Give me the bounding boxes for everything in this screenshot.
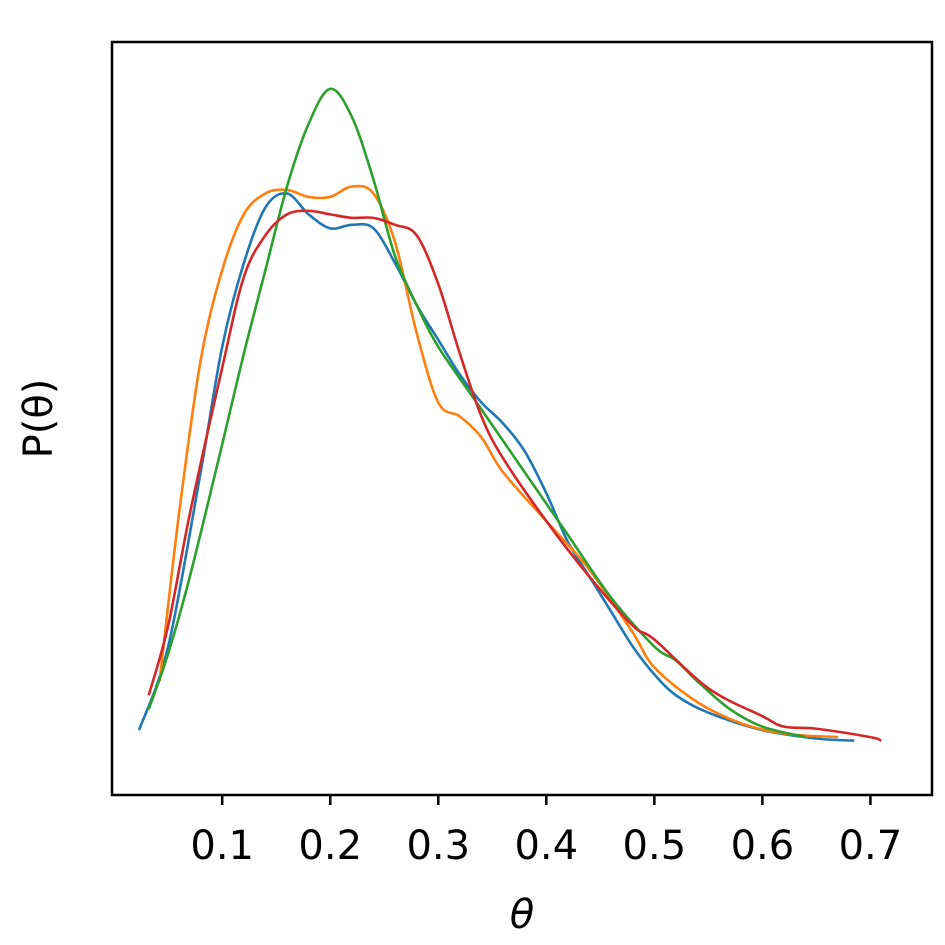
x-ticks: 0.1 0.2 0.3 0.4 0.5 0.6 0.7	[190, 795, 902, 869]
x-tick-label: 0.4	[514, 823, 578, 869]
y-axis-label: P(θ)	[16, 379, 62, 459]
x-axis-label: θ	[510, 892, 534, 938]
x-tick-label: 0.2	[298, 823, 362, 869]
x-tick-label: 0.1	[190, 823, 254, 869]
series-line-4	[147, 209, 882, 742]
series-line-1	[137, 191, 855, 742]
series-line-2	[158, 184, 839, 739]
x-tick-label: 0.7	[839, 823, 903, 869]
series-line-3	[147, 87, 806, 739]
plot-frame	[110, 40, 934, 797]
x-tick-label: 0.6	[731, 823, 795, 869]
x-tick-label: 0.3	[406, 823, 470, 869]
x-tick-label: 0.5	[623, 823, 687, 869]
series-layer	[137, 87, 882, 742]
